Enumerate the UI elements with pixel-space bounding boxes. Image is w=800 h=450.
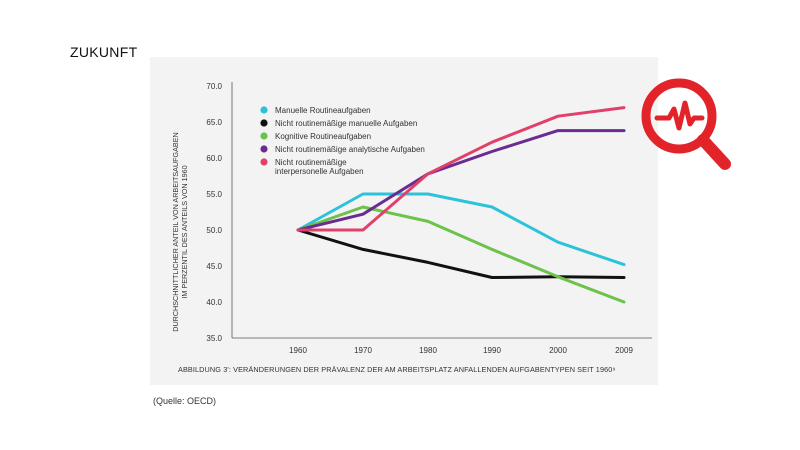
x-tick-label: 2000: [549, 346, 567, 355]
legend-marker: [260, 119, 268, 127]
lens-ring: [641, 78, 717, 154]
magnifier-handle: [697, 134, 731, 170]
series-line: [296, 106, 626, 232]
y-axis-label-line-1: DURCHSCHNITTLICHER ANTEIL VON ARBEITSAUF…: [171, 132, 180, 331]
chart-caption: ABBILDUNG 3': VERÄNDERUNGEN DER PRÄVALEN…: [178, 365, 616, 374]
y-tick-label: 55.0: [206, 190, 222, 199]
x-tick-label: 1970: [354, 346, 372, 355]
legend-marker: [260, 106, 268, 114]
y-tick-label: 40.0: [206, 298, 222, 307]
legend-marker: [260, 158, 268, 166]
magnifier-pulse-icon: [641, 78, 731, 170]
series-line: [296, 228, 626, 279]
y-tick-label: 45.0: [206, 262, 222, 271]
pulse-line: [654, 100, 705, 131]
legend-label: Nicht routinemäßige: [275, 158, 347, 167]
legend-label: Nicht routinemäßige manuelle Aufgaben: [275, 119, 417, 128]
y-tick-label: 65.0: [206, 118, 222, 127]
legend-label: Nicht routinemäßige analytische Aufgaben: [275, 145, 425, 154]
chart-panel: [150, 57, 658, 385]
series-line: [296, 205, 626, 304]
series-line: [296, 192, 626, 267]
y-tick-label: 70.0: [206, 82, 222, 91]
legend-marker: [260, 132, 268, 140]
y-axis-label-line-2: IM PERZENTIL DES ANTEILS VON 1960: [180, 165, 189, 298]
y-tick-label: 60.0: [206, 154, 222, 163]
x-tick-label: 1960: [289, 346, 307, 355]
y-tick-label: 50.0: [206, 226, 222, 235]
x-tick-label: 1990: [483, 346, 501, 355]
legend-label: Kognitive Routineaufgaben: [275, 132, 371, 141]
legend-marker: [260, 145, 268, 153]
series-line: [296, 129, 626, 232]
y-tick-label: 35.0: [206, 334, 222, 343]
x-tick-label: 1980: [419, 346, 437, 355]
slide-title: ZUKUNFT: [70, 44, 138, 60]
legend-label: interpersonelle Aufgaben: [275, 167, 364, 176]
x-tick-label: 2009: [615, 346, 633, 355]
source-note: (Quelle: OECD): [153, 396, 217, 406]
legend-label: Manuelle Routineaufgaben: [275, 106, 371, 115]
